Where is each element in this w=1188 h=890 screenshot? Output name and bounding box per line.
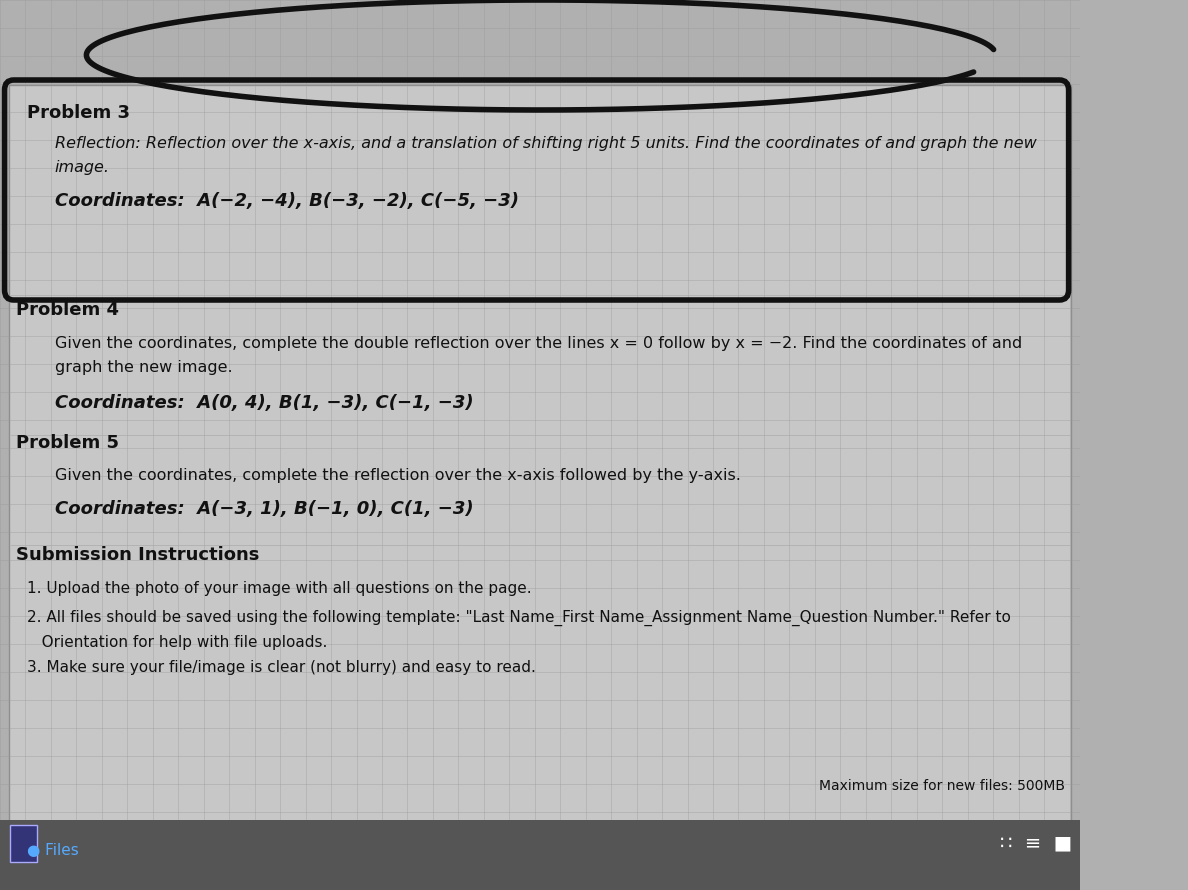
Text: Coordinates:  A(0, 4), B(1, −3), C(−1, −3): Coordinates: A(0, 4), B(1, −3), C(−1, −3… bbox=[55, 394, 473, 412]
Text: Coordinates:  A(−3, 1), B(−1, 0), C(1, −3): Coordinates: A(−3, 1), B(−1, 0), C(1, −3… bbox=[55, 500, 473, 518]
Text: Problem 3: Problem 3 bbox=[27, 104, 131, 122]
Text: 3. Make sure your file/image is clear (not blurry) and easy to read.: 3. Make sure your file/image is clear (n… bbox=[27, 660, 536, 675]
Text: ∷  ≡  ■: ∷ ≡ ■ bbox=[1000, 833, 1073, 852]
FancyBboxPatch shape bbox=[10, 85, 1072, 835]
Text: Coordinates:  A(−2, −4), B(−3, −2), C(−5, −3): Coordinates: A(−2, −4), B(−3, −2), C(−5,… bbox=[55, 192, 519, 210]
Text: ● Files: ● Files bbox=[27, 843, 80, 858]
Text: Reflection: Reflection over the x-axis, and a translation of shifting right 5 un: Reflection: Reflection over the x-axis, … bbox=[55, 136, 1036, 151]
Text: Given the coordinates, complete the reflection over the x-axis followed by the y: Given the coordinates, complete the refl… bbox=[55, 468, 740, 483]
Text: Orientation for help with file uploads.: Orientation for help with file uploads. bbox=[27, 635, 328, 650]
FancyBboxPatch shape bbox=[10, 825, 37, 862]
Text: Problem 4: Problem 4 bbox=[17, 301, 119, 319]
Text: image.: image. bbox=[55, 160, 109, 175]
Text: Maximum size for new files: 500MB: Maximum size for new files: 500MB bbox=[819, 779, 1064, 793]
Text: Submission Instructions: Submission Instructions bbox=[17, 546, 260, 564]
Text: Problem 5: Problem 5 bbox=[17, 434, 119, 452]
Text: 1. Upload the photo of your image with all questions on the page.: 1. Upload the photo of your image with a… bbox=[27, 581, 532, 596]
Text: 2. All files should be saved using the following template: "Last Name_First Name: 2. All files should be saved using the f… bbox=[27, 610, 1011, 627]
Text: Given the coordinates, complete the double reflection over the lines x = 0 follo: Given the coordinates, complete the doub… bbox=[55, 336, 1022, 351]
FancyBboxPatch shape bbox=[0, 820, 1080, 890]
Text: graph the new image.: graph the new image. bbox=[55, 360, 232, 375]
